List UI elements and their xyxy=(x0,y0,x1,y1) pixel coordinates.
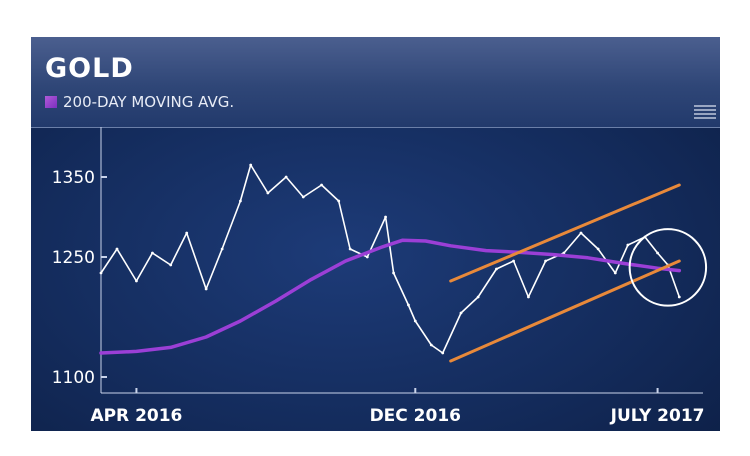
price-point xyxy=(596,247,600,251)
chart-title: GOLD xyxy=(45,53,134,84)
y-tick-label: 1350 xyxy=(52,168,95,188)
price-point xyxy=(384,215,387,219)
price-point xyxy=(220,247,224,251)
price-point xyxy=(626,243,630,247)
price-point xyxy=(365,255,369,259)
price-point xyxy=(495,267,498,271)
price-point xyxy=(151,251,154,255)
price-point xyxy=(512,259,515,263)
price-point xyxy=(284,175,288,179)
price-point xyxy=(348,247,352,251)
price-point xyxy=(562,251,566,255)
price-point xyxy=(413,319,417,323)
price-chart: 1100 1250 1350 APR 2016 DEC 2016 JULY 2017 xyxy=(52,127,708,426)
plot-area xyxy=(99,163,708,363)
price-point xyxy=(613,271,617,275)
price-point xyxy=(459,311,463,315)
price-point xyxy=(392,271,395,275)
price-point xyxy=(320,183,323,187)
price-point xyxy=(579,231,583,235)
x-tick-label: DEC 2016 xyxy=(370,406,461,426)
channel-lower-trendline xyxy=(449,259,681,363)
price-point xyxy=(476,295,480,299)
price-point xyxy=(266,191,270,195)
price-point xyxy=(204,287,208,291)
price-point xyxy=(677,295,681,299)
series-line-moving-avg xyxy=(99,238,682,355)
series-line-gold-price xyxy=(100,164,681,354)
price-point xyxy=(527,295,530,299)
price-point xyxy=(239,199,242,203)
price-point xyxy=(656,251,659,255)
price-point xyxy=(115,247,119,251)
price-point xyxy=(169,263,173,267)
x-tick-label: JULY 2017 xyxy=(610,406,705,426)
price-point xyxy=(441,351,445,355)
x-axis: APR 2016 DEC 2016 JULY 2017 xyxy=(90,388,705,426)
corner-stripes-icon xyxy=(694,105,716,123)
legend-label-moving-avg: 200-DAY MOVING AVG. xyxy=(63,93,235,111)
price-point xyxy=(407,303,410,307)
y-tick-label: 1100 xyxy=(52,368,95,388)
price-point xyxy=(99,271,103,275)
price-point xyxy=(301,195,305,199)
y-tick-label: 1250 xyxy=(52,248,95,268)
price-point xyxy=(185,231,189,235)
price-point xyxy=(337,199,341,203)
price-point xyxy=(544,259,547,263)
price-point xyxy=(135,279,138,283)
channel-upper-trendline xyxy=(449,183,681,283)
chart-header: GOLD 200-DAY MOVING AVG. xyxy=(31,37,720,128)
y-axis: 1100 1250 1350 xyxy=(52,127,107,393)
x-tick-label: APR 2016 xyxy=(90,406,182,426)
chart-frame: GOLD 200-DAY MOVING AVG. 1100 1250 1350 AP… xyxy=(31,37,720,431)
price-point xyxy=(429,343,433,347)
price-point xyxy=(249,163,253,167)
highlight-circle xyxy=(628,228,708,307)
legend-swatch-moving-avg xyxy=(45,96,57,108)
legend: 200-DAY MOVING AVG. xyxy=(45,93,234,111)
